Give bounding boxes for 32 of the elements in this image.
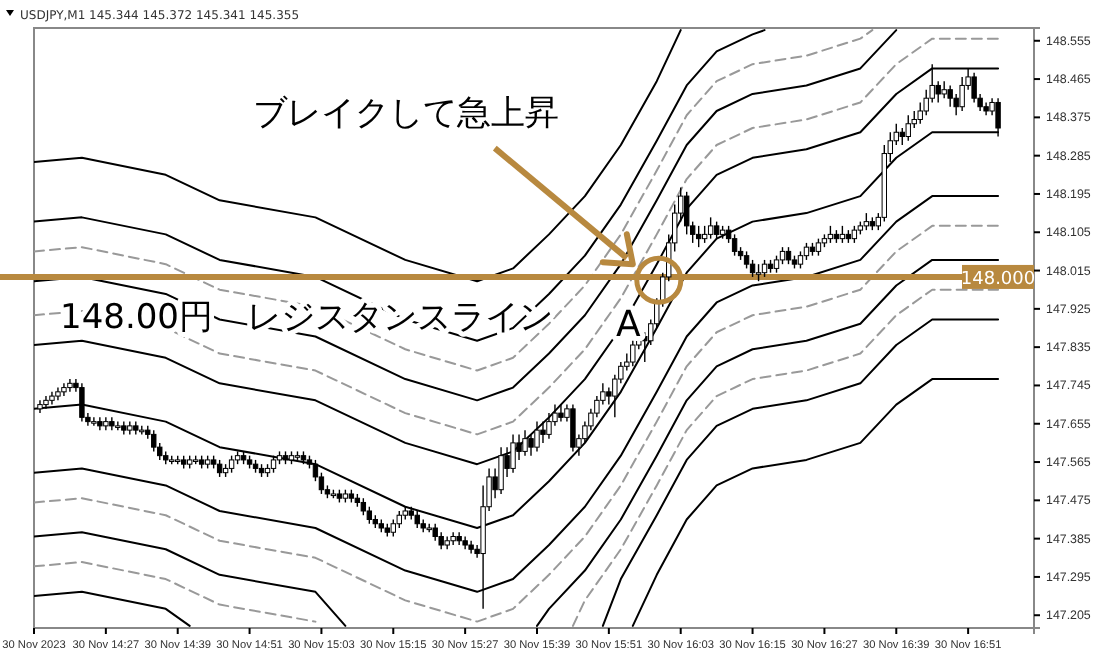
- candlestick: [905, 114, 911, 142]
- line-series: [34, 29, 766, 342]
- candlestick: [540, 420, 546, 444]
- candlestick: [516, 433, 522, 461]
- candlestick: [953, 93, 959, 116]
- candlestick: [79, 382, 85, 423]
- candlestick: [558, 403, 564, 423]
- candlestick: [935, 80, 941, 104]
- candlestick: [683, 191, 690, 236]
- line-series: [34, 531, 347, 627]
- candlestick: [707, 216, 714, 240]
- candlestick: [528, 433, 534, 457]
- candlestick: [971, 71, 977, 104]
- candlestick: [151, 429, 157, 453]
- candlestick: [695, 225, 702, 248]
- line-series: [34, 561, 317, 623]
- line-series: [34, 590, 191, 627]
- candlestick: [606, 386, 612, 406]
- candlestick: [731, 233, 738, 257]
- candlestick: [546, 412, 552, 440]
- candlestick: [570, 403, 576, 453]
- annotation: ブレイクして急上昇: [252, 94, 559, 135]
- candlestick: [522, 429, 528, 457]
- candlestick: [959, 76, 965, 112]
- line-series: [631, 378, 1000, 627]
- candlestick: [630, 340, 636, 367]
- ref-line-label: 148.000: [960, 269, 1036, 290]
- candlestick: [534, 420, 540, 453]
- candlestick: [91, 416, 97, 427]
- line-series: [34, 29, 682, 283]
- candlestick: [941, 80, 947, 99]
- candlestick: [947, 84, 953, 108]
